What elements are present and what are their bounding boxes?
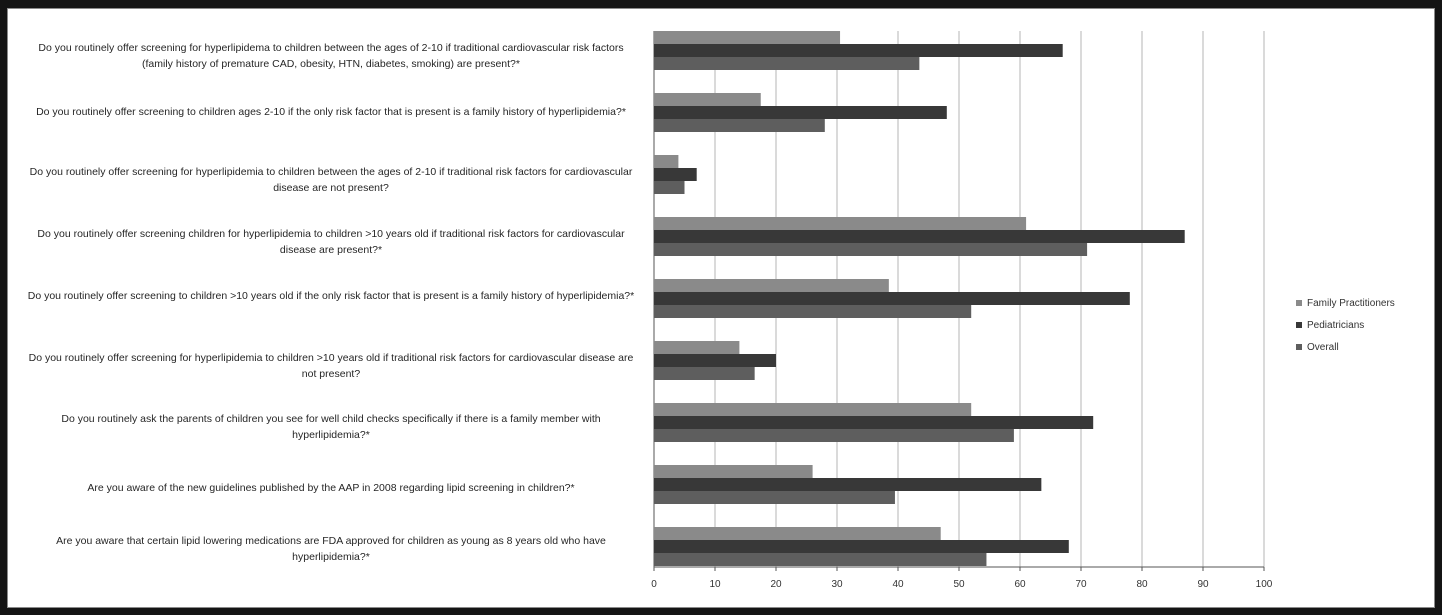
bar-pediatricians [654,540,1069,553]
bar-family-practitioners [654,527,941,540]
category-label: Are you aware of the new guidelines publ… [87,482,575,494]
x-axis: 0 10 20 30 40 50 60 70 80 90 100 [651,566,1273,590]
bar-family-practitioners [654,31,841,44]
category-label: Do you routinely offer screening for hyp… [29,166,633,194]
bar-overall [654,119,825,132]
x-tick-label: 40 [892,579,904,590]
bar-overall [654,181,685,194]
x-tick-label: 70 [1075,579,1087,590]
bar-family-practitioners [654,93,761,106]
x-tick-label: 30 [831,579,843,590]
bar-overall [654,491,895,504]
bar-overall [654,429,1014,442]
legend-label: Family Practitioners [1307,297,1395,309]
legend-label: Overall [1307,341,1339,353]
x-tick-label: 0 [651,579,657,590]
bar-pediatricians [654,416,1094,429]
legend-item: Family Practitioners [1296,292,1395,314]
bar-family-practitioners [654,155,679,168]
x-tick-label: 90 [1197,579,1209,590]
bar-overall [654,367,755,380]
category-label: Are you aware that certain lipid lowerin… [56,535,606,563]
bars [654,31,1185,566]
bar-overall [654,553,987,566]
bar-pediatricians [654,44,1063,57]
x-tick-label: 100 [1256,579,1273,590]
category-label: Do you routinely offer screening to chil… [36,106,626,118]
bar-pediatricians [654,230,1185,243]
legend-item: Pediatricians [1296,314,1395,336]
bar-pediatricians [654,292,1130,305]
category-label: Do you routinely offer screening childre… [37,228,625,256]
category-label: Do you routinely offer screening for hyp… [38,42,624,70]
bar-pediatricians [654,106,947,119]
bar-chart: 0 10 20 30 40 50 60 70 80 90 100 [651,31,1273,590]
bar-overall [654,243,1088,256]
category-label: Do you routinely ask the parents of chil… [61,413,601,441]
x-tick-label: 80 [1136,579,1148,590]
bar-overall [654,57,920,70]
legend-label: Pediatricians [1307,319,1365,331]
x-tick-label: 60 [1014,579,1026,590]
bar-family-practitioners [654,279,889,292]
x-tick-label: 10 [709,579,721,590]
legend-item: Overall [1296,336,1395,358]
bar-family-practitioners [654,341,740,354]
bar-family-practitioners [654,217,1027,230]
bar-family-practitioners [654,403,972,416]
x-tick-label: 50 [953,579,965,590]
legend-swatch [1296,344,1302,350]
bar-pediatricians [654,354,776,367]
chart-frame: 0 10 20 30 40 50 60 70 80 90 100 Do you routinely … [7,8,1435,608]
legend-swatch [1296,322,1302,328]
legend: Family Practitioners Pediatricians Overa… [1296,292,1395,358]
category-label: Do you routinely offer screening for hyp… [28,352,634,380]
category-label: Do you routinely offer screening to chil… [27,290,635,302]
x-tick-label: 20 [770,579,782,590]
legend-swatch [1296,300,1302,306]
bar-overall [654,305,972,318]
bar-family-practitioners [654,465,813,478]
bar-pediatricians [654,478,1042,491]
bar-pediatricians [654,168,697,181]
